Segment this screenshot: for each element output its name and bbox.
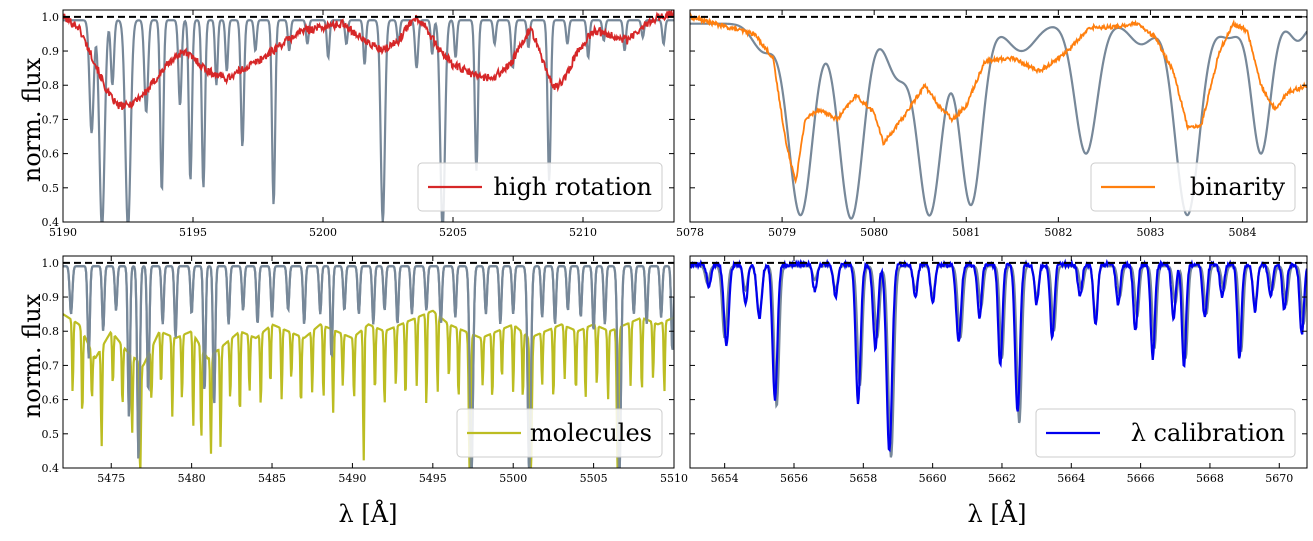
y-tick-label: 0.8: [42, 79, 60, 92]
x-tick-label: 5079: [768, 226, 796, 239]
observed-spectrum-line: [63, 10, 674, 110]
x-tick-label: 5485: [258, 472, 286, 485]
legend-label: λ calibration: [1131, 419, 1285, 447]
observed-spectrum-line: [690, 12, 1307, 185]
x-tick-label: 5495: [419, 472, 447, 485]
panel-binarity: 5078 5079 5080 5081 5082 5083 5084 binarity: [676, 9, 1308, 239]
y-tick-label: 1.0: [42, 11, 60, 24]
axes-frame: [62, 255, 675, 469]
x-tick-label: 5664: [1057, 472, 1085, 485]
y-tick-label: 0.7: [42, 113, 60, 126]
x-tick-label: 5500: [499, 472, 527, 485]
x-tick-label: 5505: [580, 472, 608, 485]
x-axis-label-right: λ [Å]: [968, 499, 1027, 528]
x-tick-label: 5078: [676, 226, 704, 239]
legend-label: high rotation: [493, 173, 652, 201]
x-tick-label: 5660: [919, 472, 947, 485]
x-tick-label: 5190: [49, 226, 77, 239]
x-tick-label: 5081: [952, 226, 980, 239]
y-axis-label-bottom: norm. flux: [18, 293, 46, 418]
x-tick-label: 5200: [309, 226, 337, 239]
x-tick-label: 5084: [1229, 226, 1257, 239]
legend: binarity: [1090, 162, 1296, 212]
observed-spectrum-line: [63, 309, 674, 468]
legend-label: molecules: [530, 419, 652, 447]
y-tick-label: 0.7: [42, 359, 60, 372]
y-tick-label: 0.4: [42, 462, 60, 475]
x-tick-label: 5083: [1136, 226, 1164, 239]
legend-box: [417, 162, 663, 212]
legend: λ calibration: [1035, 408, 1296, 458]
model-spectrum-line: [63, 19, 674, 222]
model-spectrum-line: [690, 22, 1307, 220]
axes-frame: [689, 9, 1308, 223]
panel-high-rotation: 5190 5195 5200 5205 5210 0.4 0.5 0.6 0.7 0.8 0.9 1.…: [42, 9, 675, 239]
x-tick-label: 5656: [780, 472, 808, 485]
legend: high rotation: [417, 162, 663, 212]
y-tick-label: 0.9: [42, 291, 60, 304]
axes-frame: [62, 9, 675, 223]
x-tick-label: 5205: [439, 226, 467, 239]
legend-box: [1035, 408, 1296, 458]
plot-area: [63, 10, 674, 222]
x-tick-label: 5195: [179, 226, 207, 239]
x-tick-label: 5080: [860, 226, 888, 239]
y-tick-label: 0.8: [42, 325, 60, 338]
x-tick-label: 5668: [1196, 472, 1224, 485]
legend-box: [1090, 162, 1296, 212]
x-tick-label: 5662: [988, 472, 1016, 485]
x-tick-label: 5510: [660, 472, 688, 485]
x-tick-label: 5480: [178, 472, 206, 485]
legend-box: [456, 408, 663, 458]
plot-area: [690, 12, 1307, 220]
y-tick-label: 0.6: [42, 394, 60, 407]
x-tick-label: 5210: [569, 226, 597, 239]
y-tick-label: 0.9: [42, 45, 60, 58]
y-tick-label: 0.6: [42, 148, 60, 161]
plot-area: [63, 265, 674, 468]
model-spectrum-overlay: [63, 265, 674, 468]
axes-frame: [689, 255, 1308, 469]
panel-molecules: 5475 5480 5485 5490 5495 5500 5505 5510 0.4 0.5 0.…: [42, 255, 688, 485]
x-axis-label-left: λ [Å]: [339, 499, 398, 528]
x-tick-label: 5670: [1265, 472, 1293, 485]
x-tick-label: 5666: [1127, 472, 1155, 485]
legend: molecules: [456, 408, 663, 458]
x-tick-label: 5654: [711, 472, 739, 485]
panel-lambda-calibration: 5654 5656 5658 5660 5662 5664 5666 5668 5670 λ ca…: [689, 255, 1308, 485]
x-tick-label: 5658: [849, 472, 877, 485]
legend-label: binarity: [1190, 173, 1286, 201]
y-axis-label-top: norm. flux: [18, 57, 46, 182]
x-tick-label: 5475: [97, 472, 125, 485]
y-tick-label: 0.5: [42, 182, 60, 195]
y-tick-label: 1.0: [42, 257, 60, 270]
y-tick-label: 0.5: [42, 428, 60, 441]
y-tick-label: 0.4: [42, 216, 60, 229]
x-tick-label: 5490: [338, 472, 366, 485]
x-tick-label: 5082: [1044, 226, 1072, 239]
